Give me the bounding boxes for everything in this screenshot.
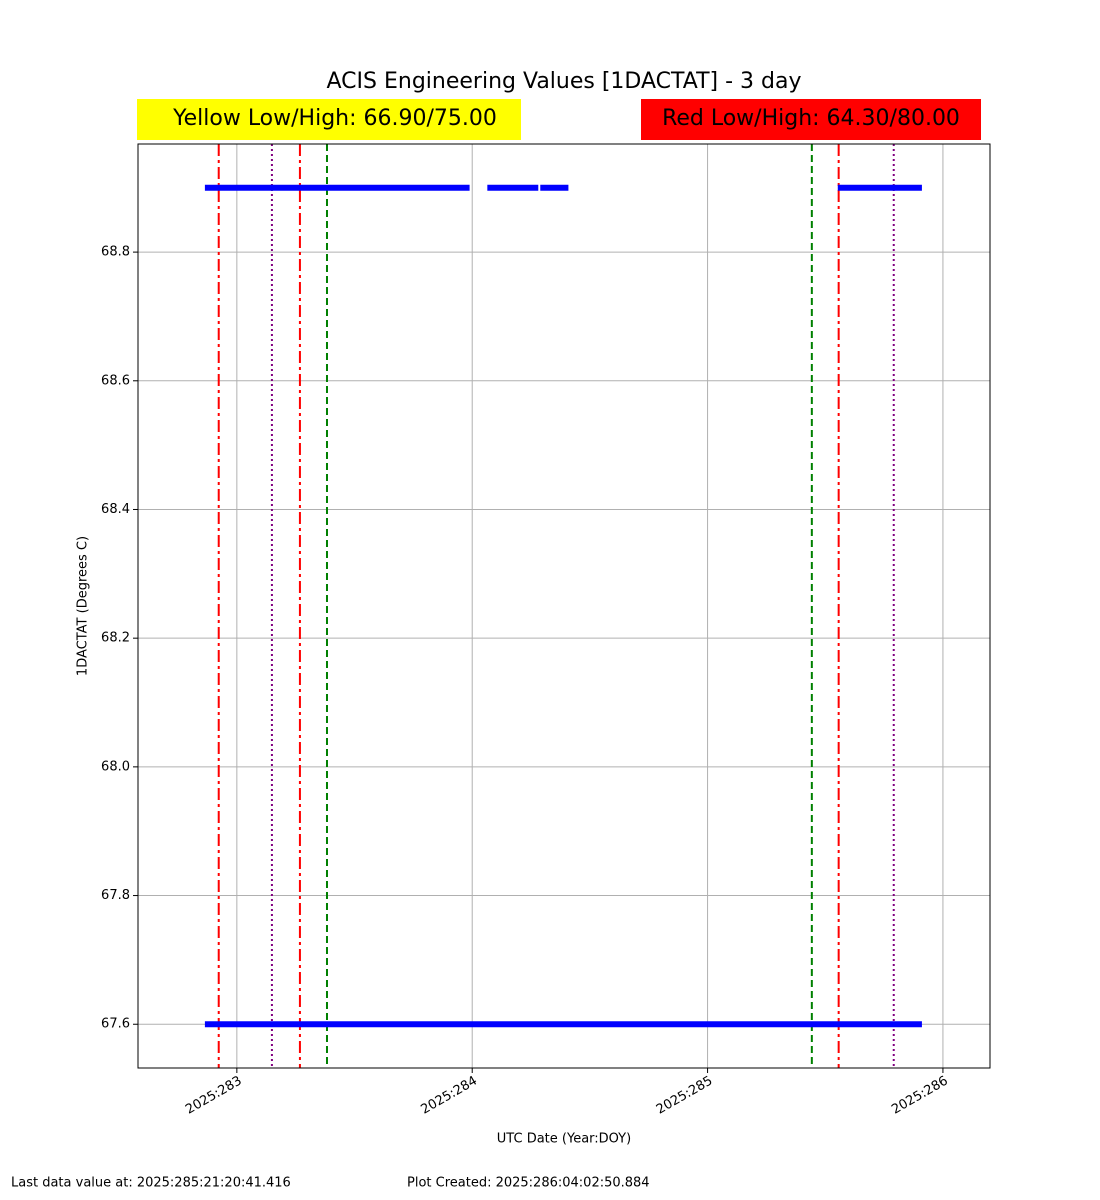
red-limit-box [641,99,981,140]
x-tick-label: 2025:283 [183,1074,244,1118]
y-tick-label: 68.4 [101,502,130,517]
y-tick-label: 68.6 [101,373,130,388]
x-tick-label: 2025:284 [419,1074,480,1118]
plot-frame [137,143,991,1069]
y-tick-label: 68.8 [101,245,130,260]
x-tick-label: 2025:285 [654,1074,715,1118]
note: Plot Created: 2025:286:04:02:50.884 [407,1176,650,1191]
x-axis-label: UTC Date (Year:DOY) [497,1132,631,1147]
y-tick-label: 68.0 [101,759,130,774]
y-axis-label: 1DACTAT (Degrees C) [76,536,91,676]
y-tick-label: 68.2 [101,631,130,646]
y-tick-label: 67.8 [101,888,130,903]
chart-title: ACIS Engineering Values [1DACTAT] - 3 da… [327,69,802,94]
yellow-limit-text: Yellow Low/High: 66.90/75.00 [172,106,497,131]
red-limit-text: Red Low/High: 64.30/80.00 [662,106,960,131]
x-tick-label: 2025:286 [889,1074,950,1118]
y-tick-label: 67.6 [101,1017,130,1032]
yellow-limit-box [137,99,521,140]
note: Last data value at: 2025:285:21:20:41.41… [11,1176,291,1191]
